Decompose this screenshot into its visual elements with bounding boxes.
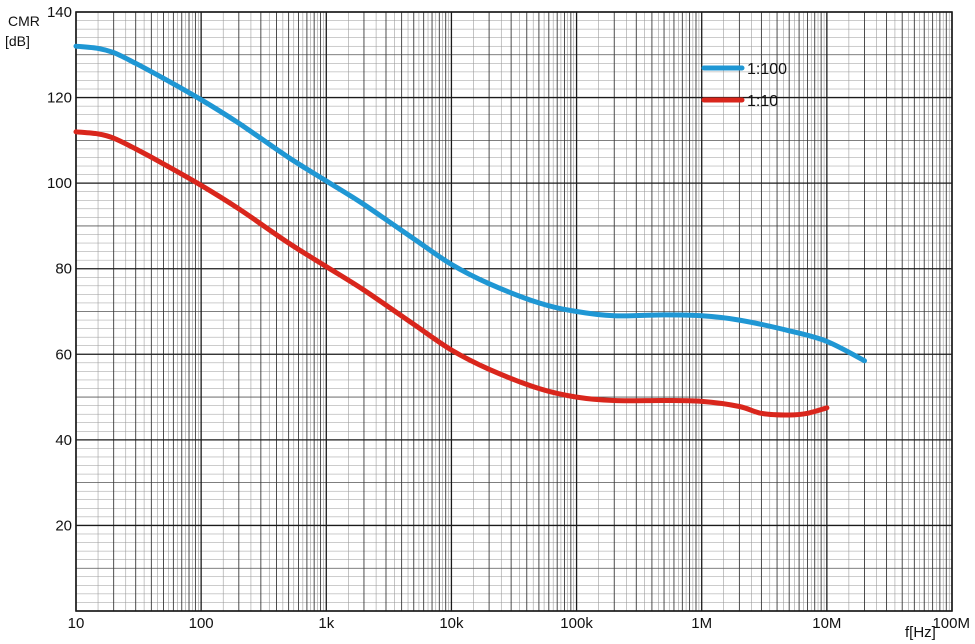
y-tick-label: 100 bbox=[47, 175, 72, 192]
y-tick-label: 140 bbox=[47, 4, 72, 21]
x-tick-label: 10 bbox=[68, 615, 85, 632]
x-tick-label: 1k bbox=[318, 615, 334, 632]
x-tick-label: 10M bbox=[812, 615, 841, 632]
x-tick-label: 100k bbox=[560, 615, 593, 632]
series-layer bbox=[73, 43, 867, 418]
x-tick-label: 100M bbox=[932, 615, 970, 632]
legend-label: 1:100 bbox=[747, 61, 787, 78]
series-line-ratio-1-100 bbox=[73, 43, 867, 364]
y-tick-label: 120 bbox=[47, 90, 72, 107]
x-tick-label: 100 bbox=[189, 615, 214, 632]
y-tick-label: 80 bbox=[55, 261, 72, 278]
minor-grid bbox=[76, 12, 952, 611]
y-tick-label: 60 bbox=[55, 346, 72, 363]
y-tick-labels: 20 40 60 80 100 120 140 bbox=[47, 4, 72, 534]
legend-label: 1:10 bbox=[747, 93, 778, 110]
y-axis-unit: [dB] bbox=[5, 33, 30, 49]
x-tick-label: 1M bbox=[691, 615, 712, 632]
x-axis-title: f[Hz] bbox=[905, 624, 936, 641]
y-axis-title: CMR bbox=[8, 13, 40, 29]
legend: 1:100 1:10 bbox=[701, 61, 787, 110]
series-line-ratio-1-10 bbox=[73, 129, 830, 418]
y-tick-label: 20 bbox=[55, 517, 72, 534]
y-tick-label: 40 bbox=[55, 432, 72, 449]
x-tick-labels: 10 100 1k 10k 100k 1M 10M 100M bbox=[68, 615, 970, 632]
plot-frame bbox=[75, 11, 953, 612]
x-tick-label: 10k bbox=[439, 615, 464, 632]
